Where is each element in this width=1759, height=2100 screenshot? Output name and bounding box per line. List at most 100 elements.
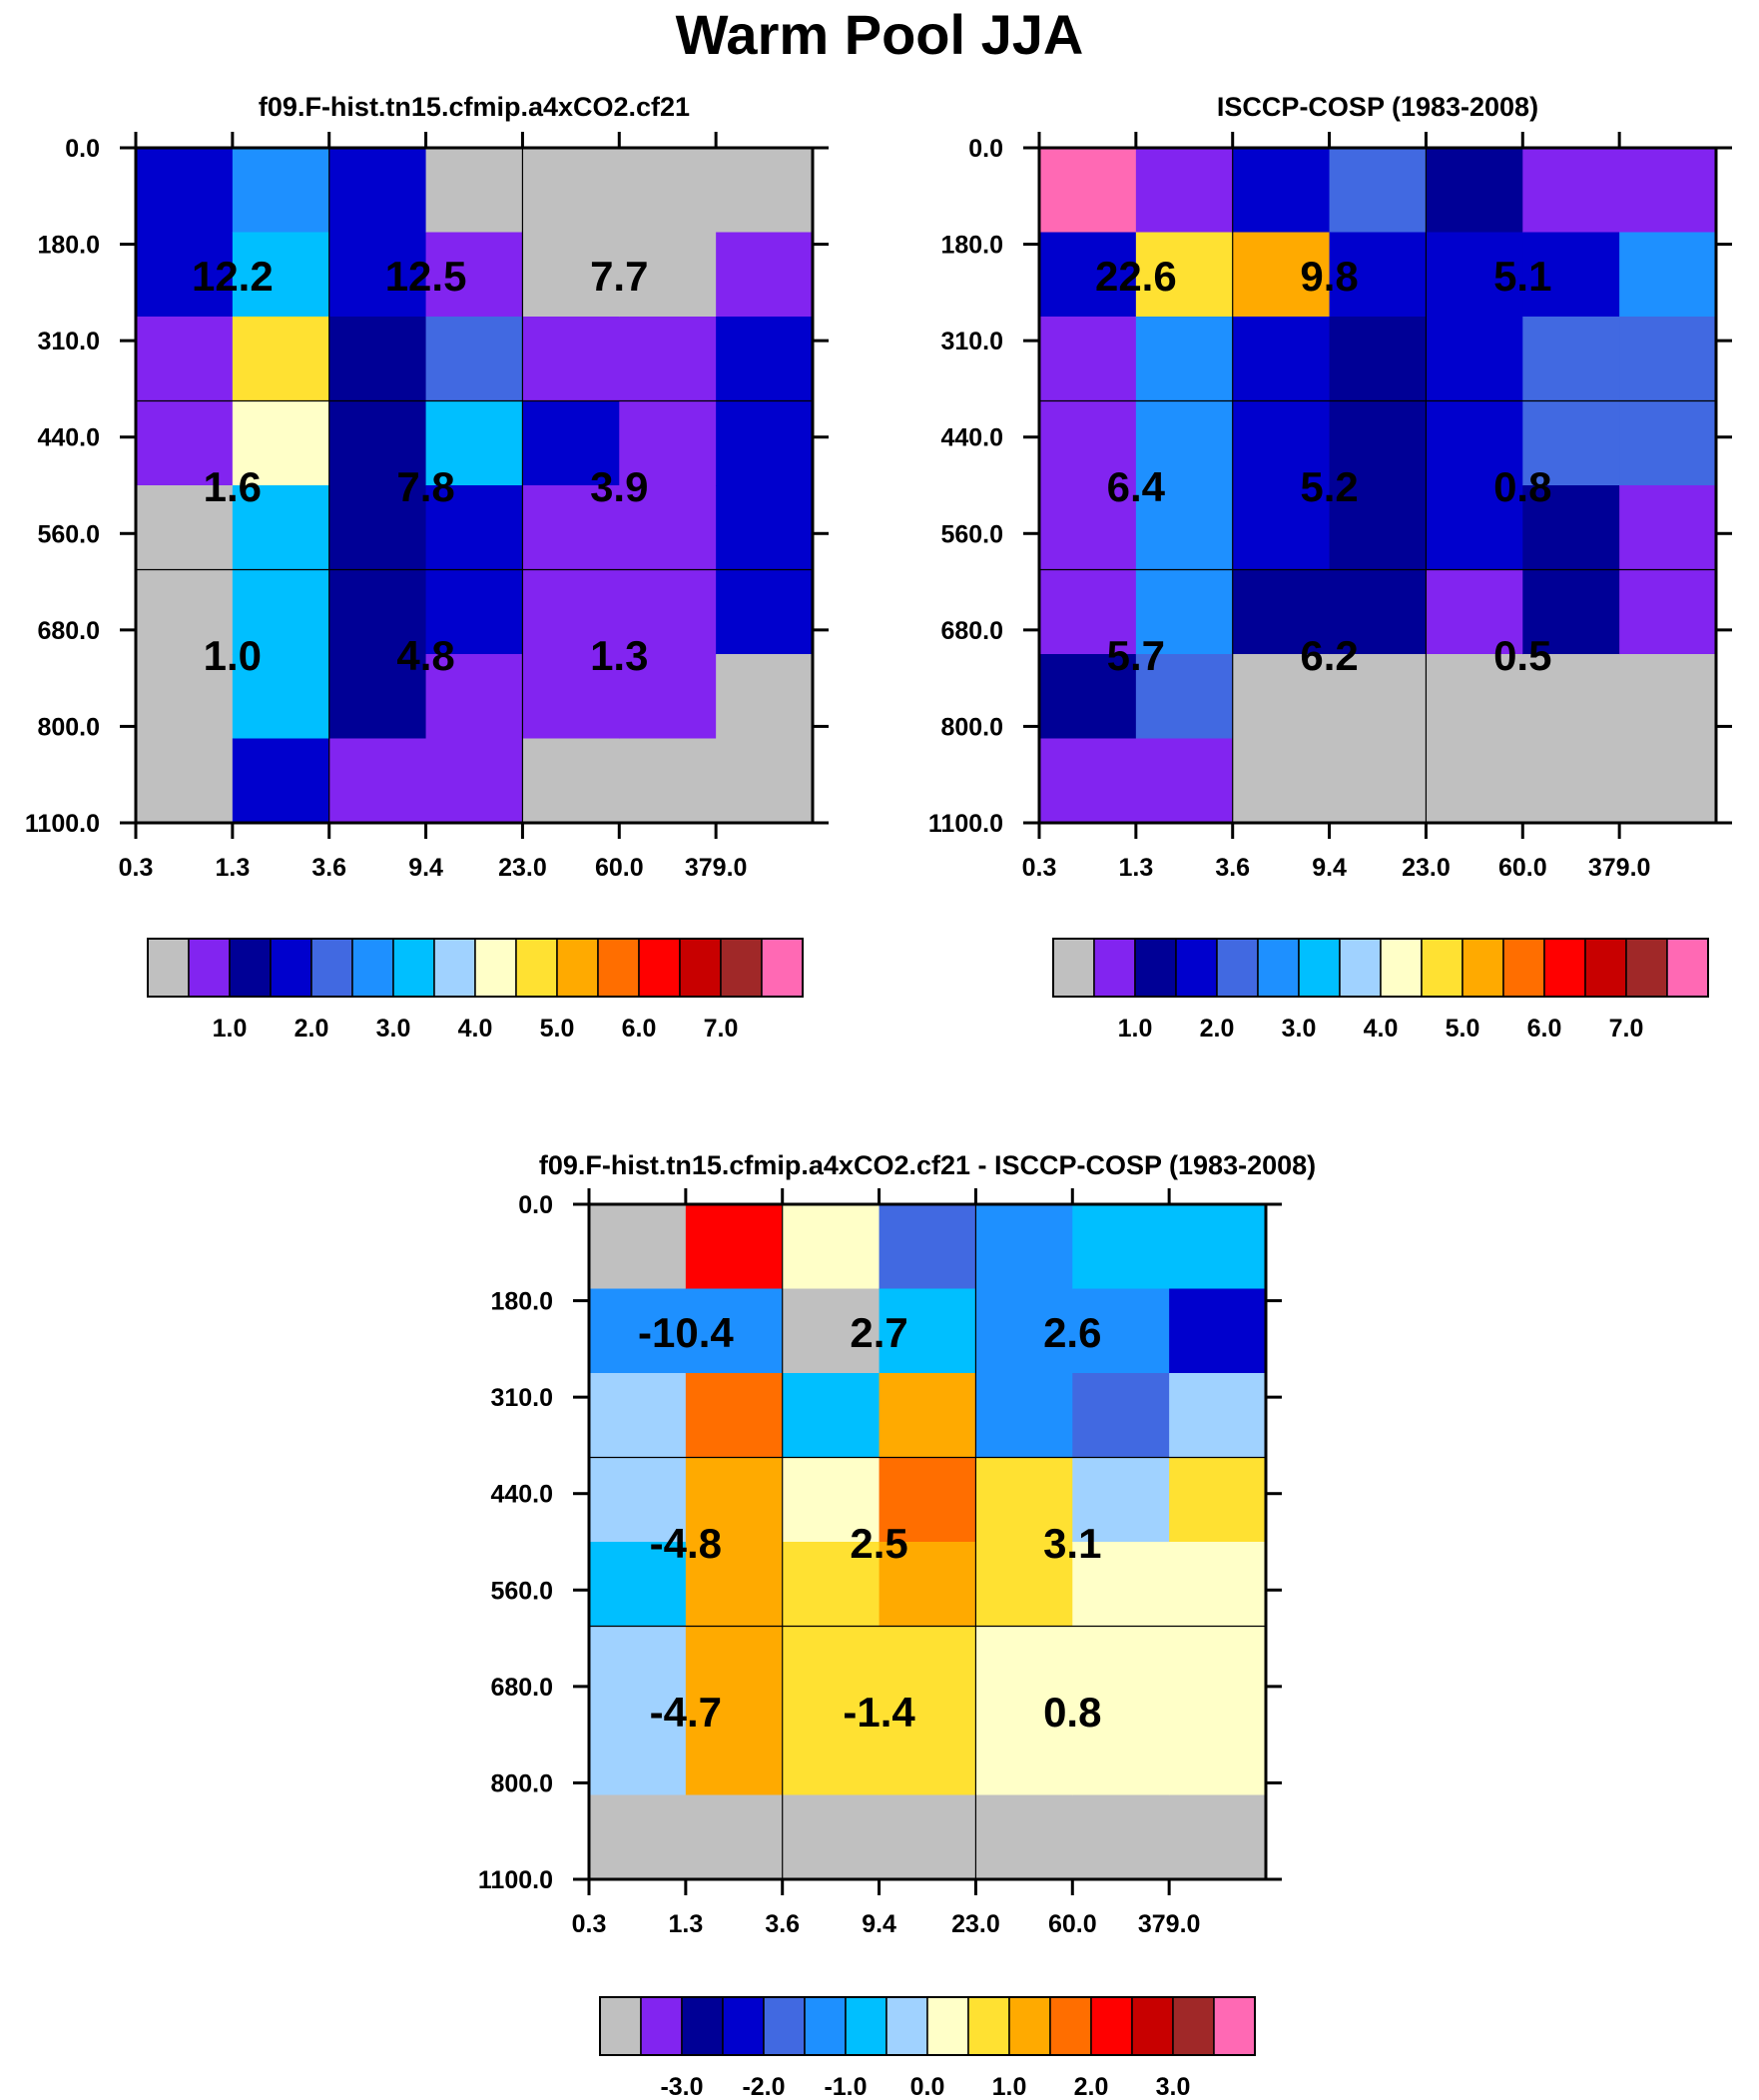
heatmap-cell — [136, 738, 234, 824]
cell-value-label: -4.8 — [650, 1520, 722, 1567]
heatmap-cell — [232, 148, 330, 234]
heatmap-cell — [782, 1288, 880, 1374]
heatmap-cell — [782, 1542, 880, 1628]
heatmap-cell — [716, 569, 814, 655]
colorbar-label: 1.0 — [992, 2073, 1027, 2100]
y-tick-label: 680.0 — [490, 1674, 553, 1702]
heatmap-cell — [1329, 738, 1428, 824]
colorbar-swatch — [722, 1996, 765, 2056]
colorbar-swatch — [1052, 938, 1095, 998]
colorbar-label: 6.0 — [1527, 1015, 1562, 1043]
heatmap-cell — [425, 400, 524, 486]
figure-title: Warm Pool JJA — [675, 3, 1084, 66]
heatmap-cell — [685, 1626, 784, 1712]
heatmap-cell — [1232, 569, 1331, 655]
cell-value-label: 0.5 — [1493, 632, 1551, 679]
heatmap-cell — [975, 1626, 1073, 1712]
colorbar-label: 5.0 — [540, 1015, 575, 1043]
colorbar-swatch — [720, 938, 763, 998]
cell-value-label: 7.7 — [590, 253, 648, 300]
heatmap-cell — [522, 738, 620, 824]
x-tick-label: 23.0 — [1402, 854, 1451, 882]
heatmap-cell — [619, 317, 717, 402]
heatmap-cell — [1329, 232, 1428, 318]
colorbar-swatch — [229, 938, 272, 998]
heatmap-cell — [879, 1204, 977, 1290]
heatmap-cell — [1426, 148, 1523, 234]
heatmap-cell — [716, 148, 814, 234]
heatmap-cell — [685, 1204, 784, 1290]
heatmap-cell — [328, 569, 427, 655]
heatmap-cell — [1169, 1542, 1267, 1628]
y-tick-label: 680.0 — [37, 617, 100, 645]
heatmap-cell — [1169, 1794, 1267, 1880]
cell-value-label: 5.2 — [1300, 463, 1358, 510]
heatmap-cell — [1232, 654, 1331, 740]
colorbar-label: 5.0 — [1446, 1015, 1480, 1043]
cell-value-label: 9.8 — [1300, 253, 1358, 300]
panel-title: f09.F-hist.tn15.cfmip.a4xCO2.cf21 - ISCC… — [539, 1150, 1316, 1180]
y-tick-label: 1100.0 — [478, 1866, 553, 1894]
heatmap-cell — [1232, 738, 1331, 824]
panel-difference: f09.F-hist.tn15.cfmip.a4xCO2.cf21 - ISCC… — [478, 1150, 1316, 2100]
heatmap-cell — [1522, 148, 1620, 234]
cell-value-label: 12.5 — [385, 253, 467, 300]
heatmap-cell — [232, 738, 330, 824]
heatmap-cell — [1039, 485, 1137, 571]
colorbar-label: -2.0 — [742, 2073, 785, 2100]
colorbar-swatch — [392, 938, 435, 998]
x-tick-label: 3.6 — [311, 854, 346, 882]
cell-value-label: -4.7 — [650, 1689, 722, 1736]
y-tick-label: 0.0 — [65, 135, 100, 163]
y-tick-label: 560.0 — [37, 520, 100, 548]
heatmap-cell — [716, 485, 814, 571]
heatmap-cell — [522, 485, 620, 571]
x-tick-label: 0.3 — [119, 854, 154, 882]
heatmap-cell — [1522, 317, 1620, 402]
heatmap-cell — [879, 1711, 977, 1796]
colorbar-swatch — [1172, 1996, 1215, 2056]
x-tick-label: 379.0 — [1138, 1910, 1201, 1938]
heatmap-cell — [1169, 1711, 1267, 1796]
heatmap-cell — [522, 654, 620, 740]
heatmap-cell — [1232, 485, 1331, 571]
x-tick-label: 60.0 — [1498, 854, 1547, 882]
heatmap-cell — [328, 148, 427, 234]
heatmap-cell — [425, 654, 524, 740]
colorbar-swatch — [1298, 938, 1341, 998]
heatmap-cell — [136, 232, 234, 318]
colorbar-swatch — [1216, 938, 1259, 998]
x-tick-label: 9.4 — [408, 854, 443, 882]
heatmap-cell — [1329, 485, 1428, 571]
heatmap-cell — [975, 1457, 1073, 1543]
heatmap-cell — [1522, 569, 1620, 655]
heatmap-cell — [1072, 1204, 1170, 1290]
heatmap-cell — [136, 569, 234, 655]
cell-value-label: 7.8 — [396, 463, 454, 510]
heatmap-cell — [1522, 400, 1620, 486]
x-tick-label: 1.3 — [1118, 854, 1153, 882]
colorbar-swatch — [1049, 1996, 1092, 2056]
colorbar-label: 2.0 — [294, 1015, 329, 1043]
heatmap-cell — [1072, 1288, 1170, 1374]
colorbar-swatch — [270, 938, 312, 998]
heatmap-cell — [1072, 1794, 1170, 1880]
heatmap-cell — [1619, 317, 1717, 402]
cell-value-label: 5.7 — [1107, 632, 1165, 679]
heatmap-cell — [1135, 738, 1234, 824]
heatmap-cell — [716, 232, 814, 318]
heatmap-cell — [1426, 738, 1523, 824]
plot-frame — [587, 1202, 1268, 1881]
cell-value-label: 2.6 — [1043, 1309, 1101, 1356]
cell-value-label: 6.4 — [1107, 463, 1166, 510]
heatmap-cell — [975, 1794, 1073, 1880]
y-tick-label: 310.0 — [37, 328, 100, 355]
heatmap-cell — [685, 1288, 784, 1374]
colorbar-swatch — [474, 938, 517, 998]
heatmap-cell — [619, 738, 717, 824]
x-tick-label: 23.0 — [498, 854, 547, 882]
heatmap-cell — [1426, 232, 1523, 318]
y-tick-label: 800.0 — [490, 1769, 553, 1797]
cell-value-label: 1.6 — [204, 463, 262, 510]
y-tick-label: 0.0 — [518, 1191, 553, 1219]
